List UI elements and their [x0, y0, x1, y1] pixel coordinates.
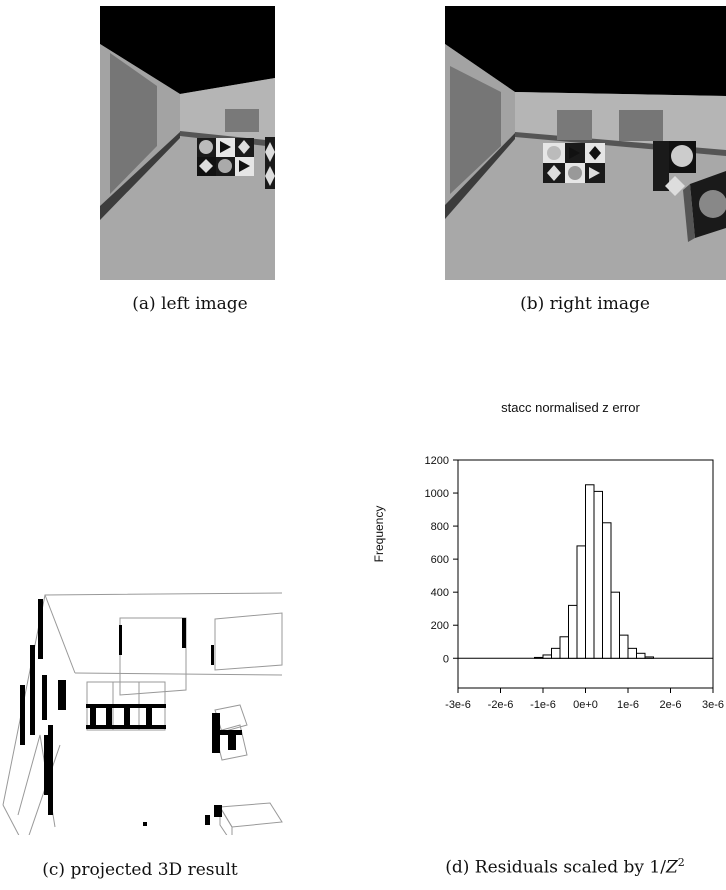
y-tick-label: 200	[431, 620, 449, 632]
x-tick-label: 0e+0	[573, 699, 598, 710]
right-near-cube	[683, 171, 726, 242]
histogram-bar	[636, 652, 646, 659]
y-tick-label: 1000	[425, 488, 449, 500]
histogram-chart: stacc normalised z error 0 200 400 600 800 100…	[372, 400, 724, 739]
histogram-bar	[568, 604, 578, 659]
y-tick-label: 0	[443, 653, 449, 665]
right-image	[445, 6, 726, 280]
y-axis-label: Frequency	[372, 506, 386, 563]
x-tick-label: 3e-6	[702, 699, 724, 710]
caption-c: (c) projected 3D result	[42, 860, 238, 880]
histogram-bar	[576, 545, 586, 659]
histogram-bar	[534, 656, 544, 659]
histogram-bar	[559, 636, 569, 659]
left-image-render	[100, 6, 320, 280]
y-tick-label: 800	[431, 521, 449, 533]
histogram-bar	[644, 656, 654, 659]
histogram-bar	[593, 490, 603, 659]
left-cube-stack-2	[265, 137, 275, 189]
right-cube-stack	[543, 143, 605, 183]
histogram-bar	[542, 654, 552, 659]
histogram-panel: stacc normalised z error 0 200 400 600 800 100…	[365, 390, 726, 739]
caption-d-var: Z	[665, 857, 678, 878]
y-tick-label: 400	[431, 587, 449, 599]
y-tick-label: 600	[431, 554, 449, 566]
chart-title: stacc normalised z error	[501, 400, 640, 415]
histogram-bar	[602, 522, 612, 659]
x-tick-label: -3e-6	[445, 699, 471, 710]
caption-d-sup: 2	[677, 856, 685, 869]
caption-d: (d) Residuals scaled by 1/Z2	[415, 856, 715, 878]
projected-3d-result	[0, 585, 290, 848]
histogram-bar	[627, 647, 637, 659]
left-image	[100, 6, 320, 280]
caption-a: (a) left image	[132, 294, 248, 314]
histogram-bar	[619, 634, 629, 659]
right-cube-stack-2	[653, 141, 696, 196]
x-tick-label: 2e-6	[659, 699, 681, 710]
x-tick-label: -1e-6	[530, 699, 556, 710]
histogram-bar	[551, 647, 561, 659]
caption-d-prefix: (d) Residuals scaled by 1/	[445, 857, 666, 878]
left-cube-stack	[197, 138, 254, 176]
histogram-bar	[585, 484, 595, 659]
histogram-bar	[610, 591, 620, 659]
x-tick-label: -2e-6	[488, 699, 514, 710]
projected-3d-render	[2, 592, 283, 848]
caption-b: (b) right image	[520, 294, 650, 314]
right-image-render	[445, 6, 726, 280]
y-tick-label: 1200	[425, 455, 449, 467]
x-tick-label: 1e-6	[617, 699, 639, 710]
